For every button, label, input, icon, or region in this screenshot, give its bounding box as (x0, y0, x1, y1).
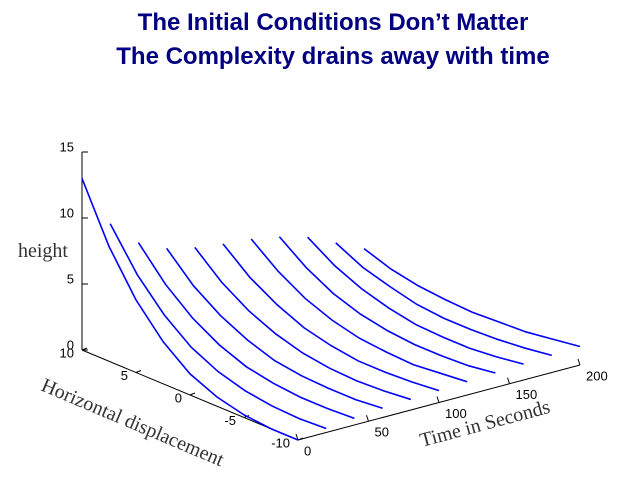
surface-line (307, 236, 524, 365)
surface-line (194, 246, 412, 401)
t-tick (436, 396, 440, 403)
t-tick-label: 200 (586, 368, 608, 383)
t-axis-label: Time in Seconds (418, 396, 553, 452)
t-tick (507, 377, 510, 384)
surface-line (250, 238, 468, 383)
t-tick-label: 150 (516, 387, 538, 402)
surface-line (335, 242, 553, 357)
surface-line (137, 242, 355, 420)
surface-line (109, 223, 327, 430)
x-tick (189, 392, 196, 396)
x-tick (297, 437, 304, 441)
t-tick-label: 50 (375, 425, 389, 440)
x-axis-label: Horizontal displacement (38, 374, 227, 471)
surface-line (165, 247, 383, 410)
x-tick-label: 0 (175, 390, 182, 405)
z-tick-label: 15 (60, 139, 74, 154)
x-tick-label: 10 (60, 345, 74, 360)
t-tick-label: 100 (445, 406, 467, 421)
z-tick-label: 0 (67, 337, 74, 352)
x-tick-label: -5 (224, 413, 236, 428)
surface-line (363, 247, 581, 348)
t-tick (366, 415, 369, 422)
surface-line (81, 178, 299, 441)
z-axis-label: height (18, 240, 68, 262)
z-tick-label: 10 (60, 205, 74, 220)
title-line: The Initial Conditions Don’t Matter (138, 9, 529, 36)
x-tick-label: -10 (271, 435, 290, 450)
z-tick-label: 5 (67, 271, 74, 286)
x-tick (135, 370, 142, 373)
x-tick (81, 347, 88, 351)
surface-line (222, 243, 440, 392)
surface-line (278, 236, 496, 374)
x-tick-label: 5 (121, 368, 128, 383)
t-tick (577, 358, 581, 366)
t-tick-label: 0 (304, 443, 311, 458)
title-line: The Complexity drains away with time (116, 43, 549, 70)
